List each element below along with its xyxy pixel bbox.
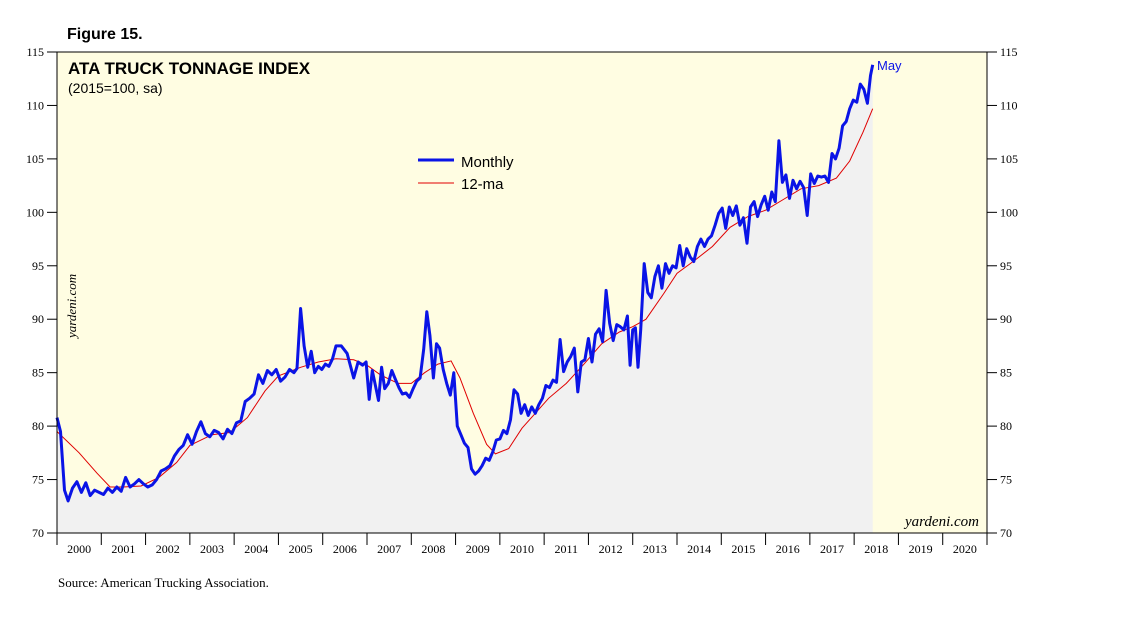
plot-frame (56, 51, 988, 534)
y-tick-label-left: 70 (32, 526, 44, 540)
x-tick-label: 2019 (909, 542, 933, 556)
x-tick-label: 2013 (643, 542, 667, 556)
x-tick-label: 2008 (421, 542, 445, 556)
y-tick-label-left: 110 (26, 98, 44, 112)
x-tick-label: 2018 (864, 542, 888, 556)
watermark-side: yardeni.com (64, 274, 79, 340)
y-tick-label-left: 85 (32, 366, 44, 380)
x-tick-label: 2003 (200, 542, 224, 556)
monthly-area-fill (57, 64, 873, 534)
x-tick-label: 2000 (67, 542, 91, 556)
x-tick-label: 2002 (156, 542, 180, 556)
series-line-12-ma (56, 108, 874, 488)
y-tick-label-right: 95 (1000, 259, 1012, 273)
chart-title: ATA TRUCK TONNAGE INDEX (68, 59, 311, 78)
chart-subtitle: (2015=100, sa) (68, 80, 163, 96)
x-tick-label: 2001 (111, 542, 135, 556)
y-tick-label-right: 115 (1000, 45, 1018, 59)
y-tick-label-left: 105 (26, 152, 44, 166)
x-tick-label: 2011 (555, 542, 579, 556)
legend: Monthly 12-ma (418, 154, 514, 193)
x-tick-label: 2006 (333, 542, 357, 556)
x-tick-label: 2017 (820, 542, 844, 556)
watermark-bottom: yardeni.com (903, 514, 979, 530)
x-tick-label: 2014 (687, 542, 711, 556)
legend-label-monthly: Monthly (461, 154, 514, 171)
y-tick-label-right: 75 (1000, 473, 1012, 487)
x-tick-label: 2012 (599, 542, 623, 556)
x-tick-label: 2009 (466, 542, 490, 556)
y-tick-label-left: 90 (32, 312, 44, 326)
y-tick-label-right: 80 (1000, 419, 1012, 433)
x-tick-label: 2005 (289, 542, 313, 556)
y-tick-label-right: 110 (1000, 98, 1018, 112)
y-tick-label-right: 90 (1000, 312, 1012, 326)
x-tick-label: 2010 (510, 542, 534, 556)
x-tick-label: 2007 (377, 542, 401, 556)
y-tick-label-left: 115 (26, 45, 44, 59)
x-tick-label: 2004 (244, 542, 268, 556)
end-label-may: May (877, 58, 902, 73)
legend-label-12-ma: 12-ma (461, 176, 504, 193)
x-tick-label: 2015 (731, 542, 755, 556)
y-tick-label-right: 105 (1000, 152, 1018, 166)
y-tick-label-left: 75 (32, 473, 44, 487)
figure-label: Figure 15. (67, 26, 143, 43)
y-tick-label-left: 80 (32, 419, 44, 433)
y-tick-label-left: 95 (32, 259, 44, 273)
y-tick-label-right: 85 (1000, 366, 1012, 380)
series-line-monthly (55, 64, 875, 503)
y-tick-label-left: 100 (26, 205, 44, 219)
y-tick-label-right: 70 (1000, 526, 1012, 540)
x-tick-label: 2016 (776, 542, 800, 556)
x-tick-label: 2020 (953, 542, 977, 556)
y-tick-label-right: 100 (1000, 205, 1018, 219)
source-note: Source: American Trucking Association. (58, 575, 269, 590)
